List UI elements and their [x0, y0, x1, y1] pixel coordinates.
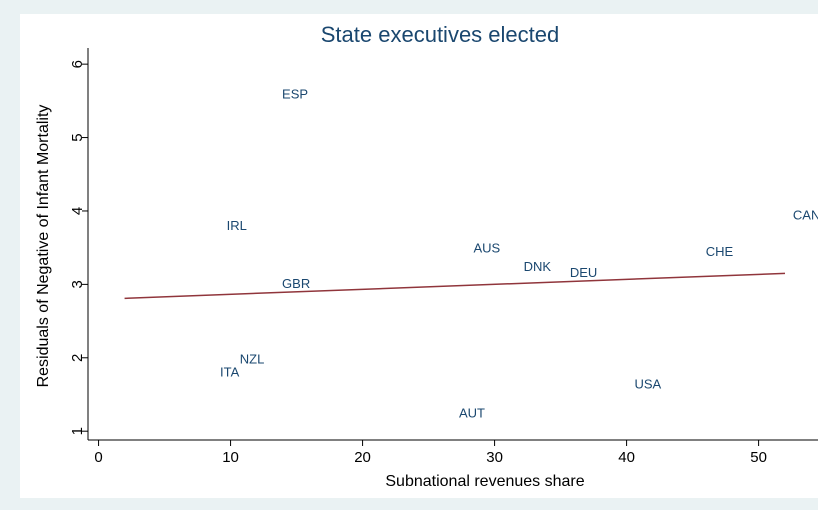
point-label: GBR: [282, 276, 310, 291]
x-tick-label: 40: [618, 449, 635, 466]
y-tick-label: 2: [69, 354, 86, 362]
point-label: AUS: [473, 241, 500, 256]
point-label: ESP: [282, 86, 308, 101]
point-label: CAN: [793, 208, 818, 223]
x-tick-label: 20: [354, 449, 371, 466]
point-label: ITA: [220, 365, 240, 380]
x-tick-label: 30: [486, 449, 503, 466]
y-axis-label: Residuals of Negative of Infant Mortalit…: [35, 105, 52, 388]
point-label: DEU: [570, 265, 597, 280]
y-tick-label: 1: [69, 427, 86, 435]
point-label: IRL: [227, 218, 247, 233]
point-label: CHE: [706, 244, 734, 259]
x-tick-label: 10: [222, 449, 239, 466]
y-tick-label: 5: [69, 133, 86, 141]
chart-title: State executives elected: [321, 22, 559, 47]
graph-region: [20, 14, 818, 498]
y-tick-label: 4: [69, 207, 86, 215]
fit-line: [124, 272, 786, 300]
x-tick-label: 50: [750, 449, 767, 466]
point-label: DNK: [524, 259, 552, 274]
y-tick-label: 3: [69, 280, 86, 288]
point-label: NZL: [240, 351, 265, 366]
x-axis-label: Subnational revenues share: [385, 473, 584, 490]
point-label: AUT: [459, 406, 485, 421]
x-tick-label: 0: [94, 449, 102, 466]
y-tick-label: 6: [69, 60, 86, 68]
point-label: USA: [635, 376, 662, 391]
